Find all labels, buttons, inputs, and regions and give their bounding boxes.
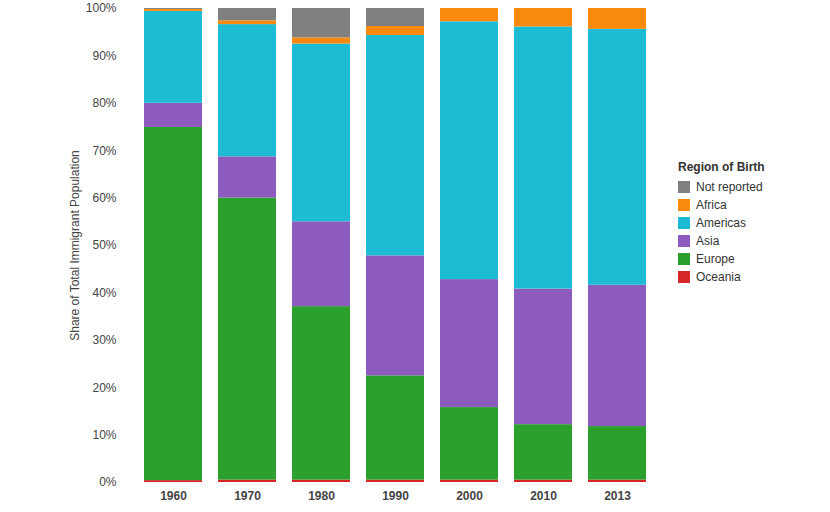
svg-text:1990: 1990 xyxy=(382,489,409,503)
svg-text:2013: 2013 xyxy=(604,489,631,503)
svg-text:90%: 90% xyxy=(92,49,116,63)
svg-text:10%: 10% xyxy=(92,428,116,442)
html-text:Americas: Americas xyxy=(696,216,746,230)
svg-text:80%: 80% xyxy=(92,96,116,110)
svg-text:1970: 1970 xyxy=(234,489,261,503)
svg-text:20%: 20% xyxy=(92,381,116,395)
svg-text:30%: 30% xyxy=(92,333,116,347)
svg-text:70%: 70% xyxy=(92,144,116,158)
html-text:Africa: Africa xyxy=(696,198,727,212)
svg-text:60%: 60% xyxy=(92,191,116,205)
html-text:Region of Birth: Region of Birth xyxy=(678,160,765,174)
svg-text:50%: 50% xyxy=(92,238,116,252)
svg-text:100%: 100% xyxy=(86,1,117,15)
svg-text:2000: 2000 xyxy=(456,489,483,503)
svg-text:1980: 1980 xyxy=(308,489,335,503)
svg-text:0%: 0% xyxy=(99,475,117,489)
svg-text:Share of Total Immigrant Popul: Share of Total Immigrant Population xyxy=(68,150,82,341)
html-text:Not reported: Not reported xyxy=(696,180,763,194)
html-text:Oceania: Oceania xyxy=(696,270,741,284)
html-text:Asia: Asia xyxy=(696,234,720,248)
svg-text:1960: 1960 xyxy=(160,489,187,503)
html-text:Europe: Europe xyxy=(696,252,735,266)
svg-text:40%: 40% xyxy=(92,286,116,300)
svg-text:2010: 2010 xyxy=(530,489,557,503)
